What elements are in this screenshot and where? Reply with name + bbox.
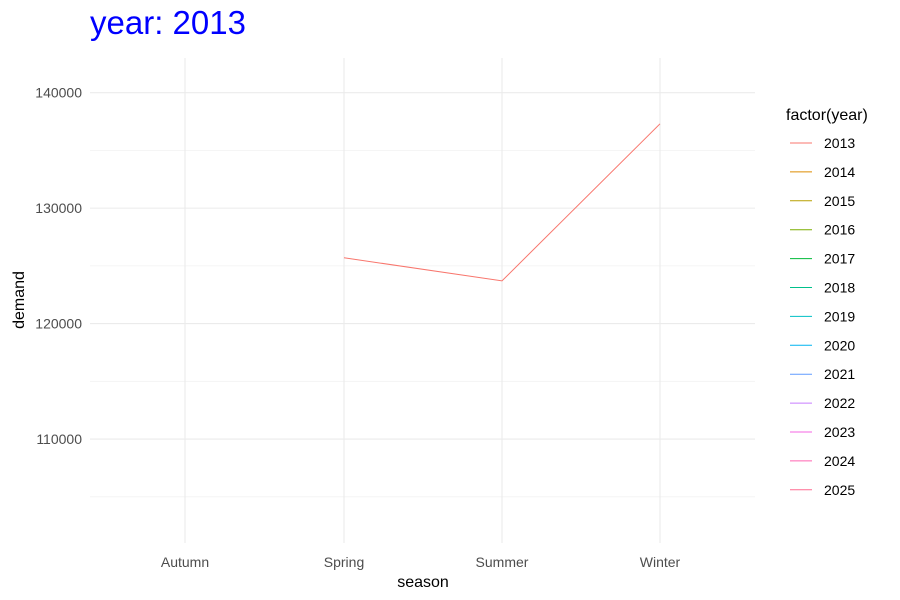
legend: factor(year) 201320142015201620172018201… (786, 107, 868, 498)
legend-title: factor(year) (786, 107, 868, 124)
legend-item: 2024 (790, 453, 855, 469)
x-tick-label: Autumn (161, 554, 209, 570)
x-tick-label: Spring (324, 554, 364, 570)
grid-lines (90, 58, 755, 543)
y-tick-label: 120000 (35, 316, 82, 332)
legend-label: 2019 (824, 308, 855, 324)
x-axis: Autumn Spring Summer Winter (161, 554, 681, 570)
legend-item: 2023 (790, 424, 855, 440)
legend-item: 2013 (790, 135, 855, 151)
legend-label: 2013 (824, 135, 855, 151)
legend-item: 2025 (790, 482, 855, 498)
legend-item: 2020 (790, 337, 855, 353)
legend-label: 2025 (824, 482, 855, 498)
legend-item: 2016 (790, 222, 855, 238)
legend-label: 2021 (824, 366, 855, 382)
legend-label: 2016 (824, 222, 855, 238)
legend-item: 2018 (790, 280, 855, 296)
y-axis-title: demand (11, 271, 28, 329)
y-tick-label: 140000 (35, 85, 82, 101)
series-layer (343, 123, 661, 282)
legend-item: 2022 (790, 395, 855, 411)
legend-label: 2014 (824, 164, 855, 180)
legend-label: 2024 (824, 453, 855, 469)
legend-item: 2017 (790, 251, 855, 267)
x-axis-title: season (397, 574, 449, 591)
y-tick-label: 130000 (35, 200, 82, 216)
legend-item: 2015 (790, 193, 855, 209)
y-tick-label: 110000 (36, 431, 82, 447)
legend-label: 2015 (824, 193, 855, 209)
legend-items: 2013 2014 2015 2016 2017 2018 2019 2020 2021 2022… (790, 135, 855, 498)
series-line-2013 (343, 123, 661, 282)
legend-label: 2017 (824, 251, 855, 267)
legend-label: 2018 (824, 280, 855, 296)
legend-item: 2021 (790, 366, 855, 382)
y-axis: 110000 120000 130000 140000 (35, 85, 82, 447)
legend-item: 2014 (790, 164, 855, 180)
chart-title: year: 2013 (90, 4, 246, 41)
x-tick-label: Winter (640, 554, 681, 570)
legend-label: 2022 (824, 395, 855, 411)
legend-label: 2023 (824, 424, 855, 440)
legend-label: 2020 (824, 337, 855, 353)
x-tick-label: Summer (476, 554, 529, 570)
legend-item: 2019 (790, 308, 855, 324)
plot-panel (90, 58, 755, 543)
